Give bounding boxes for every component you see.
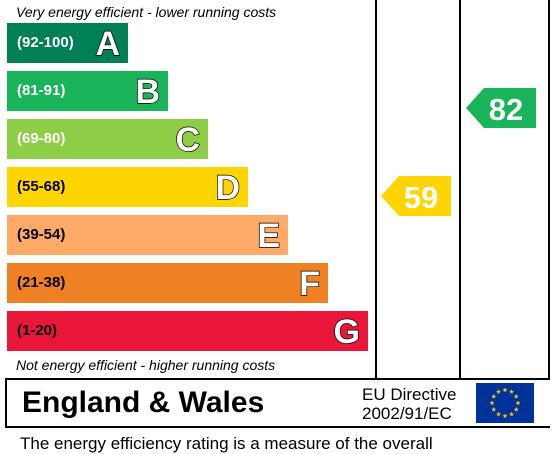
eu-star-icon xyxy=(509,389,514,394)
eu-star-icon xyxy=(502,413,508,419)
band-letter: D xyxy=(215,168,241,207)
eu-star-icon xyxy=(491,406,497,412)
eu-star-icon xyxy=(489,400,495,406)
rating-band-c: (69-80) C xyxy=(7,119,208,160)
potential-rating-value: 82 xyxy=(489,92,523,127)
rating-band-b: (81-91) B xyxy=(7,71,168,112)
band-range-label: (1-20) xyxy=(17,322,58,339)
directive-line-2: 2002/91/EC xyxy=(362,404,452,423)
band-range-label: (81-91) xyxy=(17,82,66,99)
eu-star-icon xyxy=(491,393,497,399)
band-letter: E xyxy=(257,216,281,255)
directive-line-1: EU Directive xyxy=(362,385,457,404)
band-range-label: (69-80) xyxy=(17,130,66,147)
band-range-label: (39-54) xyxy=(17,226,66,243)
eu-star-icon xyxy=(515,400,521,406)
footer-text: The energy efficiency rating is a measur… xyxy=(20,434,433,453)
eu-star-icon xyxy=(513,393,519,399)
band-letter: A xyxy=(95,24,121,63)
eu-star-icon xyxy=(509,411,514,417)
rating-band-f: (21-38) F xyxy=(7,263,328,304)
band-letter: B xyxy=(135,72,161,111)
column-divider-right xyxy=(459,0,461,380)
footer-top-border xyxy=(5,378,550,380)
band-range-label: (92-100) xyxy=(17,34,74,51)
rating-band-e: (39-54) E xyxy=(7,215,288,256)
rating-band-d: (55-68) D xyxy=(7,167,248,208)
potential-rating-arrow: 82 xyxy=(466,88,536,128)
rating-band-g: (1-20) G xyxy=(7,311,368,352)
eu-flag-icon xyxy=(476,383,534,423)
bottom-note: Not energy efficient - higher running co… xyxy=(16,357,276,373)
band-letter: G xyxy=(333,312,361,351)
region-label: England & Wales xyxy=(22,386,265,419)
rating-band-a: (92-100) A xyxy=(7,23,128,64)
frame-right-edge xyxy=(548,0,550,380)
footer-left-border xyxy=(5,378,7,428)
band-letter: F xyxy=(299,264,321,303)
band-letter: C xyxy=(175,120,201,159)
current-rating-arrow: 59 xyxy=(381,176,451,216)
column-divider-left xyxy=(375,0,377,380)
band-range-label: (21-38) xyxy=(17,274,66,291)
eu-star-icon xyxy=(496,389,501,394)
top-note: Very energy efficient - lower running co… xyxy=(16,4,277,20)
band-range-label: (55-68) xyxy=(17,178,66,195)
eu-star-icon xyxy=(496,411,501,417)
footer-bottom-border xyxy=(5,426,550,428)
current-rating-value: 59 xyxy=(404,180,438,215)
eu-star-icon xyxy=(502,387,508,393)
eu-star-icon xyxy=(513,406,519,412)
